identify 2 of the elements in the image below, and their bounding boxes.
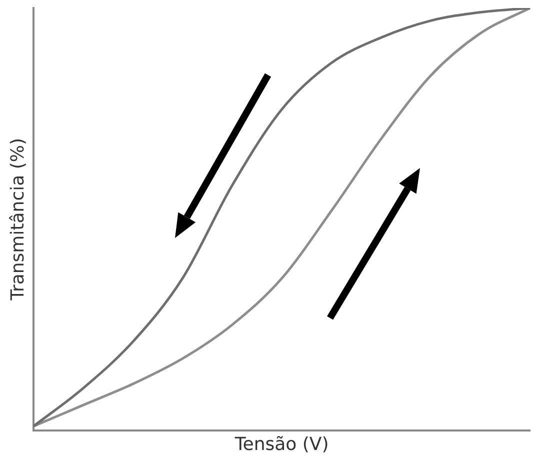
y-axis-title: Transmitância (%) xyxy=(7,138,28,302)
x-axis-title: Tensão (V) xyxy=(234,434,329,455)
